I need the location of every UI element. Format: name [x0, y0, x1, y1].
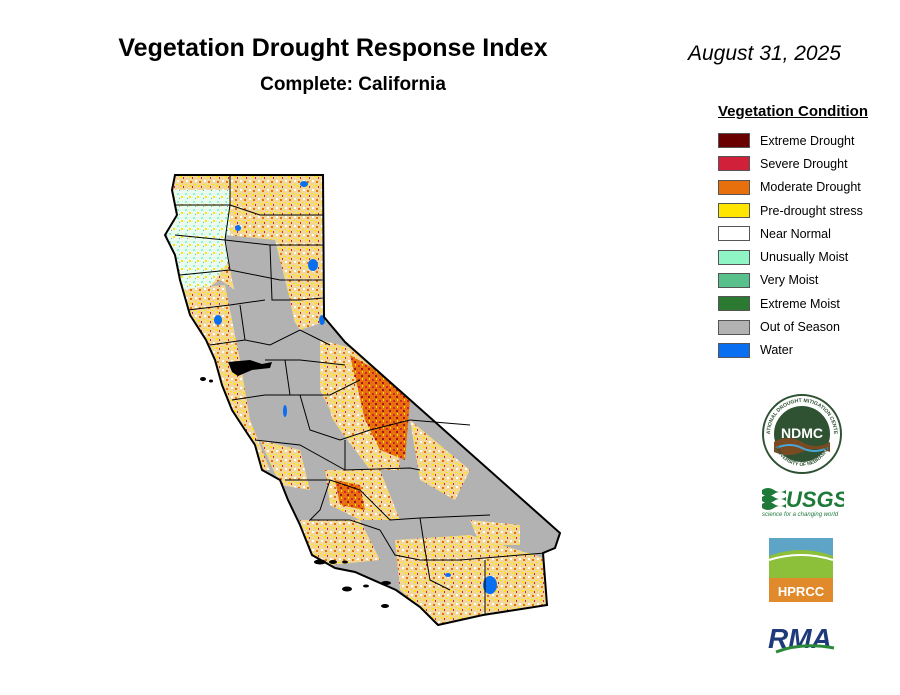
legend-swatch	[718, 133, 750, 149]
legend-label: Very Moist	[760, 273, 819, 288]
legend-swatch	[718, 179, 750, 195]
legend-item-unusually-moist: Unusually Moist	[718, 245, 893, 268]
hprcc-logo-text: HPRCC	[778, 584, 825, 599]
legend-swatch	[718, 249, 750, 265]
legend-item-very-moist: Very Moist	[718, 269, 893, 292]
legend-item-out-of-season: Out of Season	[718, 315, 893, 338]
legend: Vegetation Condition Extreme Drought Sev…	[718, 103, 893, 362]
legend-label: Severe Drought	[760, 156, 848, 171]
condition-surface	[165, 175, 560, 625]
rma-logo: RMA	[768, 623, 835, 654]
legend-swatch	[718, 226, 750, 242]
legend-swatch	[718, 342, 750, 358]
county-boundaries	[174, 175, 546, 615]
legend-item-moderate-drought: Moderate Drought	[718, 176, 893, 199]
legend-label: Pre-drought stress	[760, 203, 863, 218]
hprcc-logo: HPRCC	[769, 538, 833, 602]
legend-label: Moderate Drought	[760, 180, 861, 195]
map-subtitle: Complete: California	[260, 74, 446, 95]
map-title: Vegetation Drought Response Index	[118, 34, 548, 62]
legend-swatch	[718, 296, 750, 312]
legend-label: Extreme Moist	[760, 296, 840, 311]
legend-label: Out of Season	[760, 320, 840, 335]
legend-item-water: Water	[718, 339, 893, 362]
legend-label: Unusually Moist	[760, 250, 849, 265]
legend-item-extreme-moist: Extreme Moist	[718, 292, 893, 315]
legend-swatch	[718, 203, 750, 219]
legend-item-severe-drought: Severe Drought	[718, 152, 893, 175]
legend-title: Vegetation Condition	[718, 103, 868, 120]
legend-label: Near Normal	[760, 226, 831, 241]
usgs-logo: USGS science for a changing world	[762, 487, 844, 518]
channel-islands	[200, 377, 391, 608]
rma-logo-text: RMA	[768, 623, 832, 654]
map-date: August 31, 2025	[688, 42, 841, 65]
legend-item-extreme-drought: Extreme Drought	[718, 129, 893, 152]
legend-swatch	[718, 319, 750, 335]
usgs-tagline: science for a changing world	[762, 512, 839, 518]
ndmc-logo-text: NDMC	[781, 425, 823, 441]
ndmc-logo: NDMC NATIONAL DROUGHT MITIGATION CENTER …	[762, 394, 842, 474]
legend-label: Water	[760, 343, 793, 358]
legend-item-near-normal: Near Normal	[718, 222, 893, 245]
usgs-logo-text: USGS	[786, 487, 844, 512]
legend-label: Extreme Drought	[760, 133, 855, 148]
bay-delta	[228, 360, 272, 376]
legend-swatch	[718, 272, 750, 288]
state-outline	[163, 174, 562, 627]
legend-swatch	[718, 156, 750, 172]
legend-item-pre-drought-stress: Pre-drought stress	[718, 199, 893, 222]
